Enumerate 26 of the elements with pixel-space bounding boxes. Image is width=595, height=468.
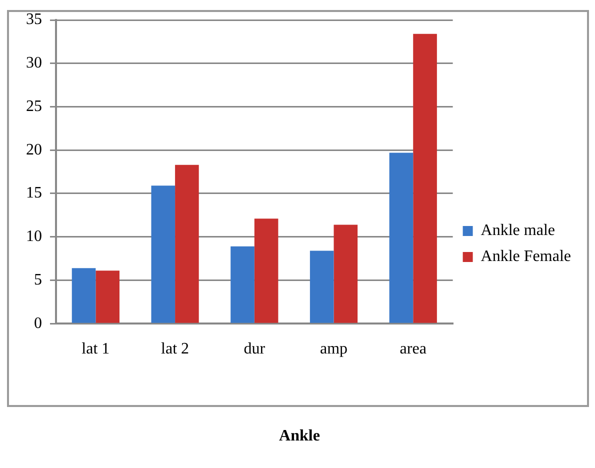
x-tick-label: area <box>400 340 426 358</box>
bar <box>389 152 414 323</box>
y-tick-label: 0 <box>34 314 42 332</box>
y-tick-label: 20 <box>26 141 42 158</box>
x-tick-label: lat 2 <box>161 340 190 358</box>
bar <box>175 164 199 323</box>
x-tick-label: dur <box>244 340 266 358</box>
bar <box>230 246 254 323</box>
y-tick-label: 10 <box>26 228 42 246</box>
x-tick-label: lat 1 <box>82 340 110 358</box>
bar <box>413 34 437 323</box>
bar <box>151 186 176 323</box>
y-tick-label: 30 <box>26 54 42 72</box>
text: Ankle <box>279 428 320 445</box>
y-tick-label: 25 <box>26 98 42 115</box>
legend-label: Ankle male <box>480 222 556 240</box>
x-tick-label: amp <box>320 340 348 358</box>
bar <box>334 224 358 323</box>
y-tick-label: 5 <box>34 271 42 288</box>
bar <box>310 250 334 323</box>
bar <box>96 270 120 323</box>
y-tick-label: 35 <box>26 11 42 28</box>
bar <box>72 268 96 323</box>
bar <box>254 218 278 323</box>
legend-label: Ankle Female <box>480 248 572 266</box>
y-tick-label: 15 <box>26 184 42 202</box>
